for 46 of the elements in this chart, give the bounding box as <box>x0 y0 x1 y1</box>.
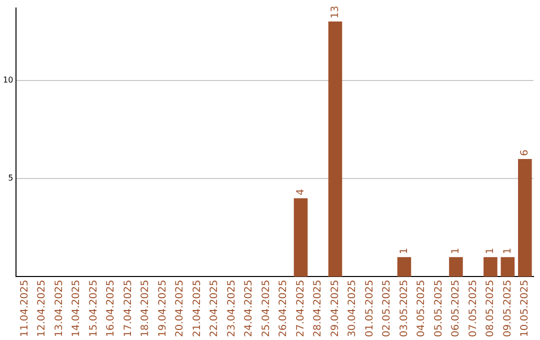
data-label: 1 <box>485 248 496 254</box>
bar <box>484 257 498 277</box>
x-tick-label: 05.05.2025 <box>433 280 444 338</box>
bar <box>328 22 342 277</box>
bar <box>518 158 532 277</box>
x-tick-label: 25.04.2025 <box>260 280 272 338</box>
x-tick-label: 12.04.2025 <box>36 280 48 338</box>
x-tick-label: 26.04.2025 <box>278 280 290 338</box>
x-tick-label: 15.04.2025 <box>88 280 100 338</box>
data-label: 1 <box>502 248 514 254</box>
data-label: 13 <box>330 6 341 19</box>
x-tick-label: 01.05.2025 <box>364 280 376 338</box>
x-tick-label: 07.05.2025 <box>468 280 479 338</box>
y-tick-label: 10 <box>2 76 14 85</box>
x-tick-label: 16.04.2025 <box>106 280 117 338</box>
x-tick-label: 06.05.2025 <box>450 280 462 338</box>
x-tick-label: 18.04.2025 <box>140 280 152 338</box>
x-tick-label: 14.04.2025 <box>71 280 82 338</box>
x-tick-label: 02.05.2025 <box>382 280 393 338</box>
data-label: 1 <box>450 248 462 254</box>
x-tick-label: 22.04.2025 <box>209 280 220 338</box>
bar <box>397 257 412 277</box>
bar <box>294 198 308 277</box>
x-tick-label: 10.05.2025 <box>520 280 531 338</box>
x-tick-label: 23.04.2025 <box>226 280 238 338</box>
x-tick-label: 11.04.2025 <box>19 280 30 338</box>
bar <box>449 257 463 277</box>
x-tick-label: 09.05.2025 <box>502 280 514 338</box>
y-tick-label: 5 <box>8 174 14 183</box>
data-label: 6 <box>520 150 531 156</box>
data-label: 1 <box>398 248 410 254</box>
x-tick-label: 13.04.2025 <box>54 280 65 338</box>
x-tick-label: 27.04.2025 <box>295 280 306 338</box>
x-tick-label: 17.04.2025 <box>122 280 134 338</box>
x-tick-label: 30.04.2025 <box>347 280 358 338</box>
x-tick-label: 28.04.2025 <box>312 280 324 338</box>
x-tick-label: 08.05.2025 <box>485 280 496 338</box>
x-tick-label: 03.05.2025 <box>398 280 410 338</box>
x-tick-label: 19.04.2025 <box>157 280 168 338</box>
x-tick-label: 29.04.2025 <box>330 280 341 338</box>
x-tick-label: 24.04.2025 <box>244 280 255 338</box>
bar <box>500 257 515 277</box>
x-tick-label: 04.05.2025 <box>416 280 428 338</box>
data-label: 4 <box>295 188 306 196</box>
x-tick-label: 21.04.2025 <box>192 280 203 338</box>
x-tick-label: 20.04.2025 <box>174 280 186 338</box>
